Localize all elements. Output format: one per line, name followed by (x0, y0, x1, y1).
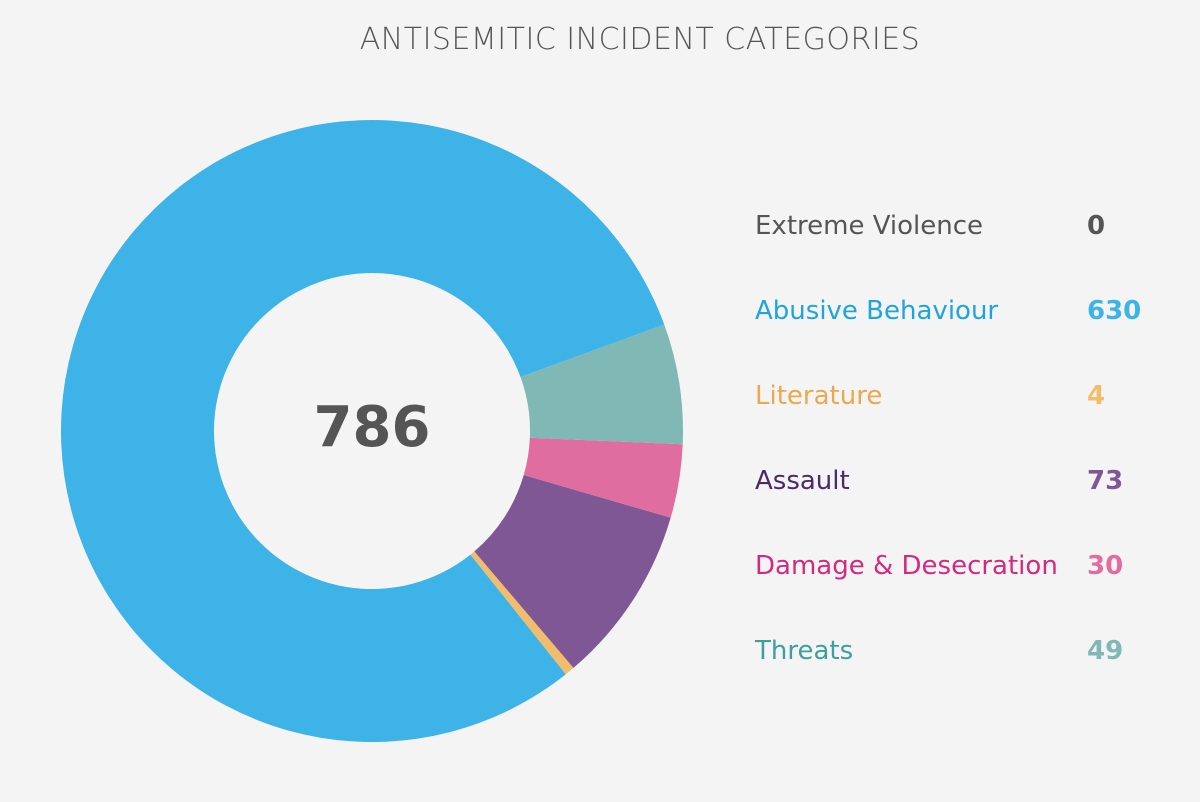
legend-label: Literature (755, 381, 883, 411)
legend-item-threats: Threats 49 (755, 630, 1175, 715)
legend-label: Assault (755, 466, 850, 496)
donut-center-total: 786 (314, 395, 431, 460)
slice-damage-and-desecration (523, 437, 683, 518)
legend-item-damage-and-desecration: Damage & Desecration 30 (755, 545, 1175, 630)
legend-value: 49 (1087, 636, 1124, 666)
donut-chart: 786 (60, 120, 683, 743)
legend-value: 4 (1087, 381, 1106, 411)
legend: Extreme Violence 0 Abusive Behaviour 630 Lit… (755, 205, 1175, 715)
legend-item-abusive-behaviour: Abusive Behaviour 630 (755, 290, 1175, 375)
legend-value: 0 (1087, 211, 1106, 241)
legend-label: Threats (755, 636, 854, 666)
legend-value: 73 (1087, 466, 1124, 496)
slice-literature (470, 551, 574, 675)
slice-assault (474, 475, 671, 668)
legend-value: 630 (1087, 296, 1142, 326)
legend-label: Extreme Violence (755, 211, 984, 241)
slice-threats (520, 324, 683, 445)
legend-label: Abusive Behaviour (755, 296, 999, 326)
legend-value: 30 (1087, 551, 1124, 581)
donut-slices (60, 120, 683, 743)
legend-item-assault: Assault 73 (755, 460, 1175, 545)
slice-abusive-behaviour (60, 120, 665, 743)
chart-title: ANTISEMITIC INCIDENT CATEGORIES (359, 22, 921, 57)
legend-label: Damage & Desecration (755, 551, 1058, 581)
legend-item-literature: Literature 4 (755, 375, 1175, 460)
legend-item-extreme-violence: Extreme Violence 0 (755, 205, 1175, 290)
